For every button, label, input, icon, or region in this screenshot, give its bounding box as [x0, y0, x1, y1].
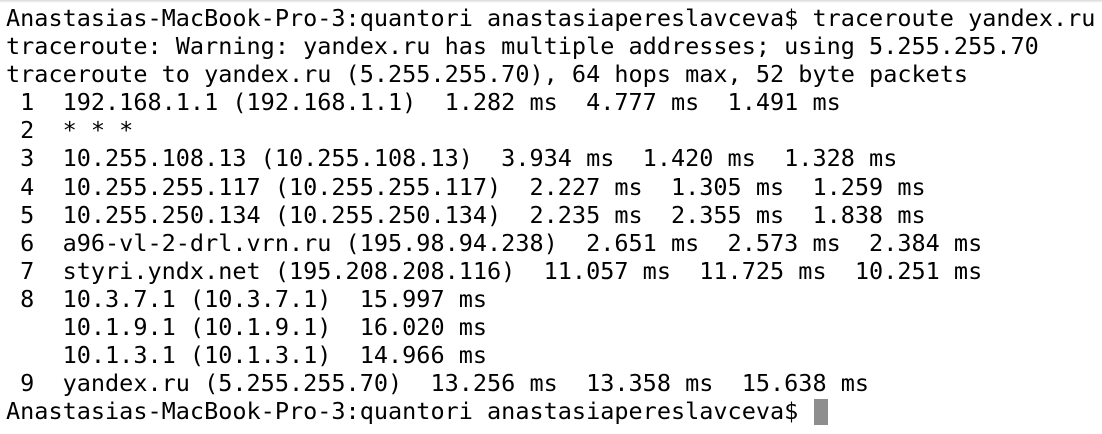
hop-line-3: 3 10.255.108.13 (10.255.108.13) 3.934 ms…	[6, 144, 898, 173]
hop-line-8-alt-1: 10.1.9.1 (10.1.9.1) 16.020 ms	[6, 313, 488, 342]
hop-line-5: 5 10.255.250.134 (10.255.250.134) 2.235 …	[6, 200, 926, 229]
hop-line-7: 7 styri.yndx.net (195.208.208.116) 11.05…	[6, 256, 983, 285]
hop-line-6: 6 a96-vl-2-drl.vrn.ru (195.98.94.238) 2.…	[6, 228, 983, 257]
hop-line-4: 4 10.255.255.117 (10.255.255.117) 2.227 …	[6, 172, 926, 201]
hop-line-2: 2 * * *	[6, 116, 134, 145]
prompt-line[interactable]: Anastasias-MacBook-Pro-3:quantori anasta…	[6, 397, 1102, 426]
hop-line-8: 8 10.3.7.1 (10.3.7.1) 15.997 ms	[6, 284, 488, 313]
traceroute-header-line: traceroute to yandex.ru (5.255.255.70), …	[6, 60, 969, 89]
text-cursor	[814, 399, 829, 426]
terminal-output: Anastasias-MacBook-Pro-3:quantori anasta…	[6, 4, 1102, 426]
clipped-previous-line	[0, 0, 1102, 3]
hop-line-9: 9 yandex.ru (5.255.255.70) 13.256 ms 13.…	[6, 369, 870, 398]
command-line: Anastasias-MacBook-Pro-3:quantori anasta…	[6, 4, 1096, 32]
hop-line-1: 1 192.168.1.1 (192.168.1.1) 1.282 ms 4.7…	[6, 88, 841, 117]
shell-prompt: Anastasias-MacBook-Pro-3:quantori anasta…	[6, 397, 813, 426]
hop-line-8-alt-2: 10.1.3.1 (10.1.3.1) 14.966 ms	[6, 341, 488, 370]
warning-line: traceroute: Warning: yandex.ru has multi…	[6, 32, 1039, 61]
